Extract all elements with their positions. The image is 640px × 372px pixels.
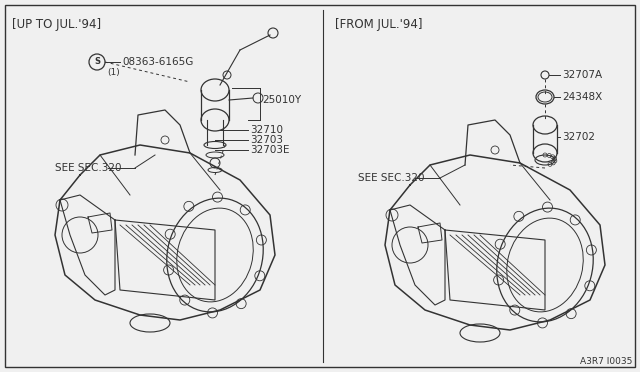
Text: [FROM JUL.'94]: [FROM JUL.'94] bbox=[335, 18, 422, 31]
Text: A3R7 I0035: A3R7 I0035 bbox=[580, 357, 632, 366]
Text: 32707A: 32707A bbox=[562, 70, 602, 80]
Text: 08363-6165G: 08363-6165G bbox=[122, 57, 193, 67]
Text: 32703E: 32703E bbox=[250, 145, 289, 155]
Text: 32710: 32710 bbox=[250, 125, 283, 135]
Text: (1): (1) bbox=[107, 67, 120, 77]
Text: 32702: 32702 bbox=[562, 132, 595, 142]
Text: 25010Y: 25010Y bbox=[262, 95, 301, 105]
Text: SEE SEC.320: SEE SEC.320 bbox=[55, 163, 122, 173]
Text: 24348X: 24348X bbox=[562, 92, 602, 102]
Text: SEE SEC.320: SEE SEC.320 bbox=[358, 173, 424, 183]
Text: [UP TO JUL.'94]: [UP TO JUL.'94] bbox=[12, 18, 101, 31]
Text: S: S bbox=[94, 58, 100, 67]
Text: 32703: 32703 bbox=[250, 135, 283, 145]
